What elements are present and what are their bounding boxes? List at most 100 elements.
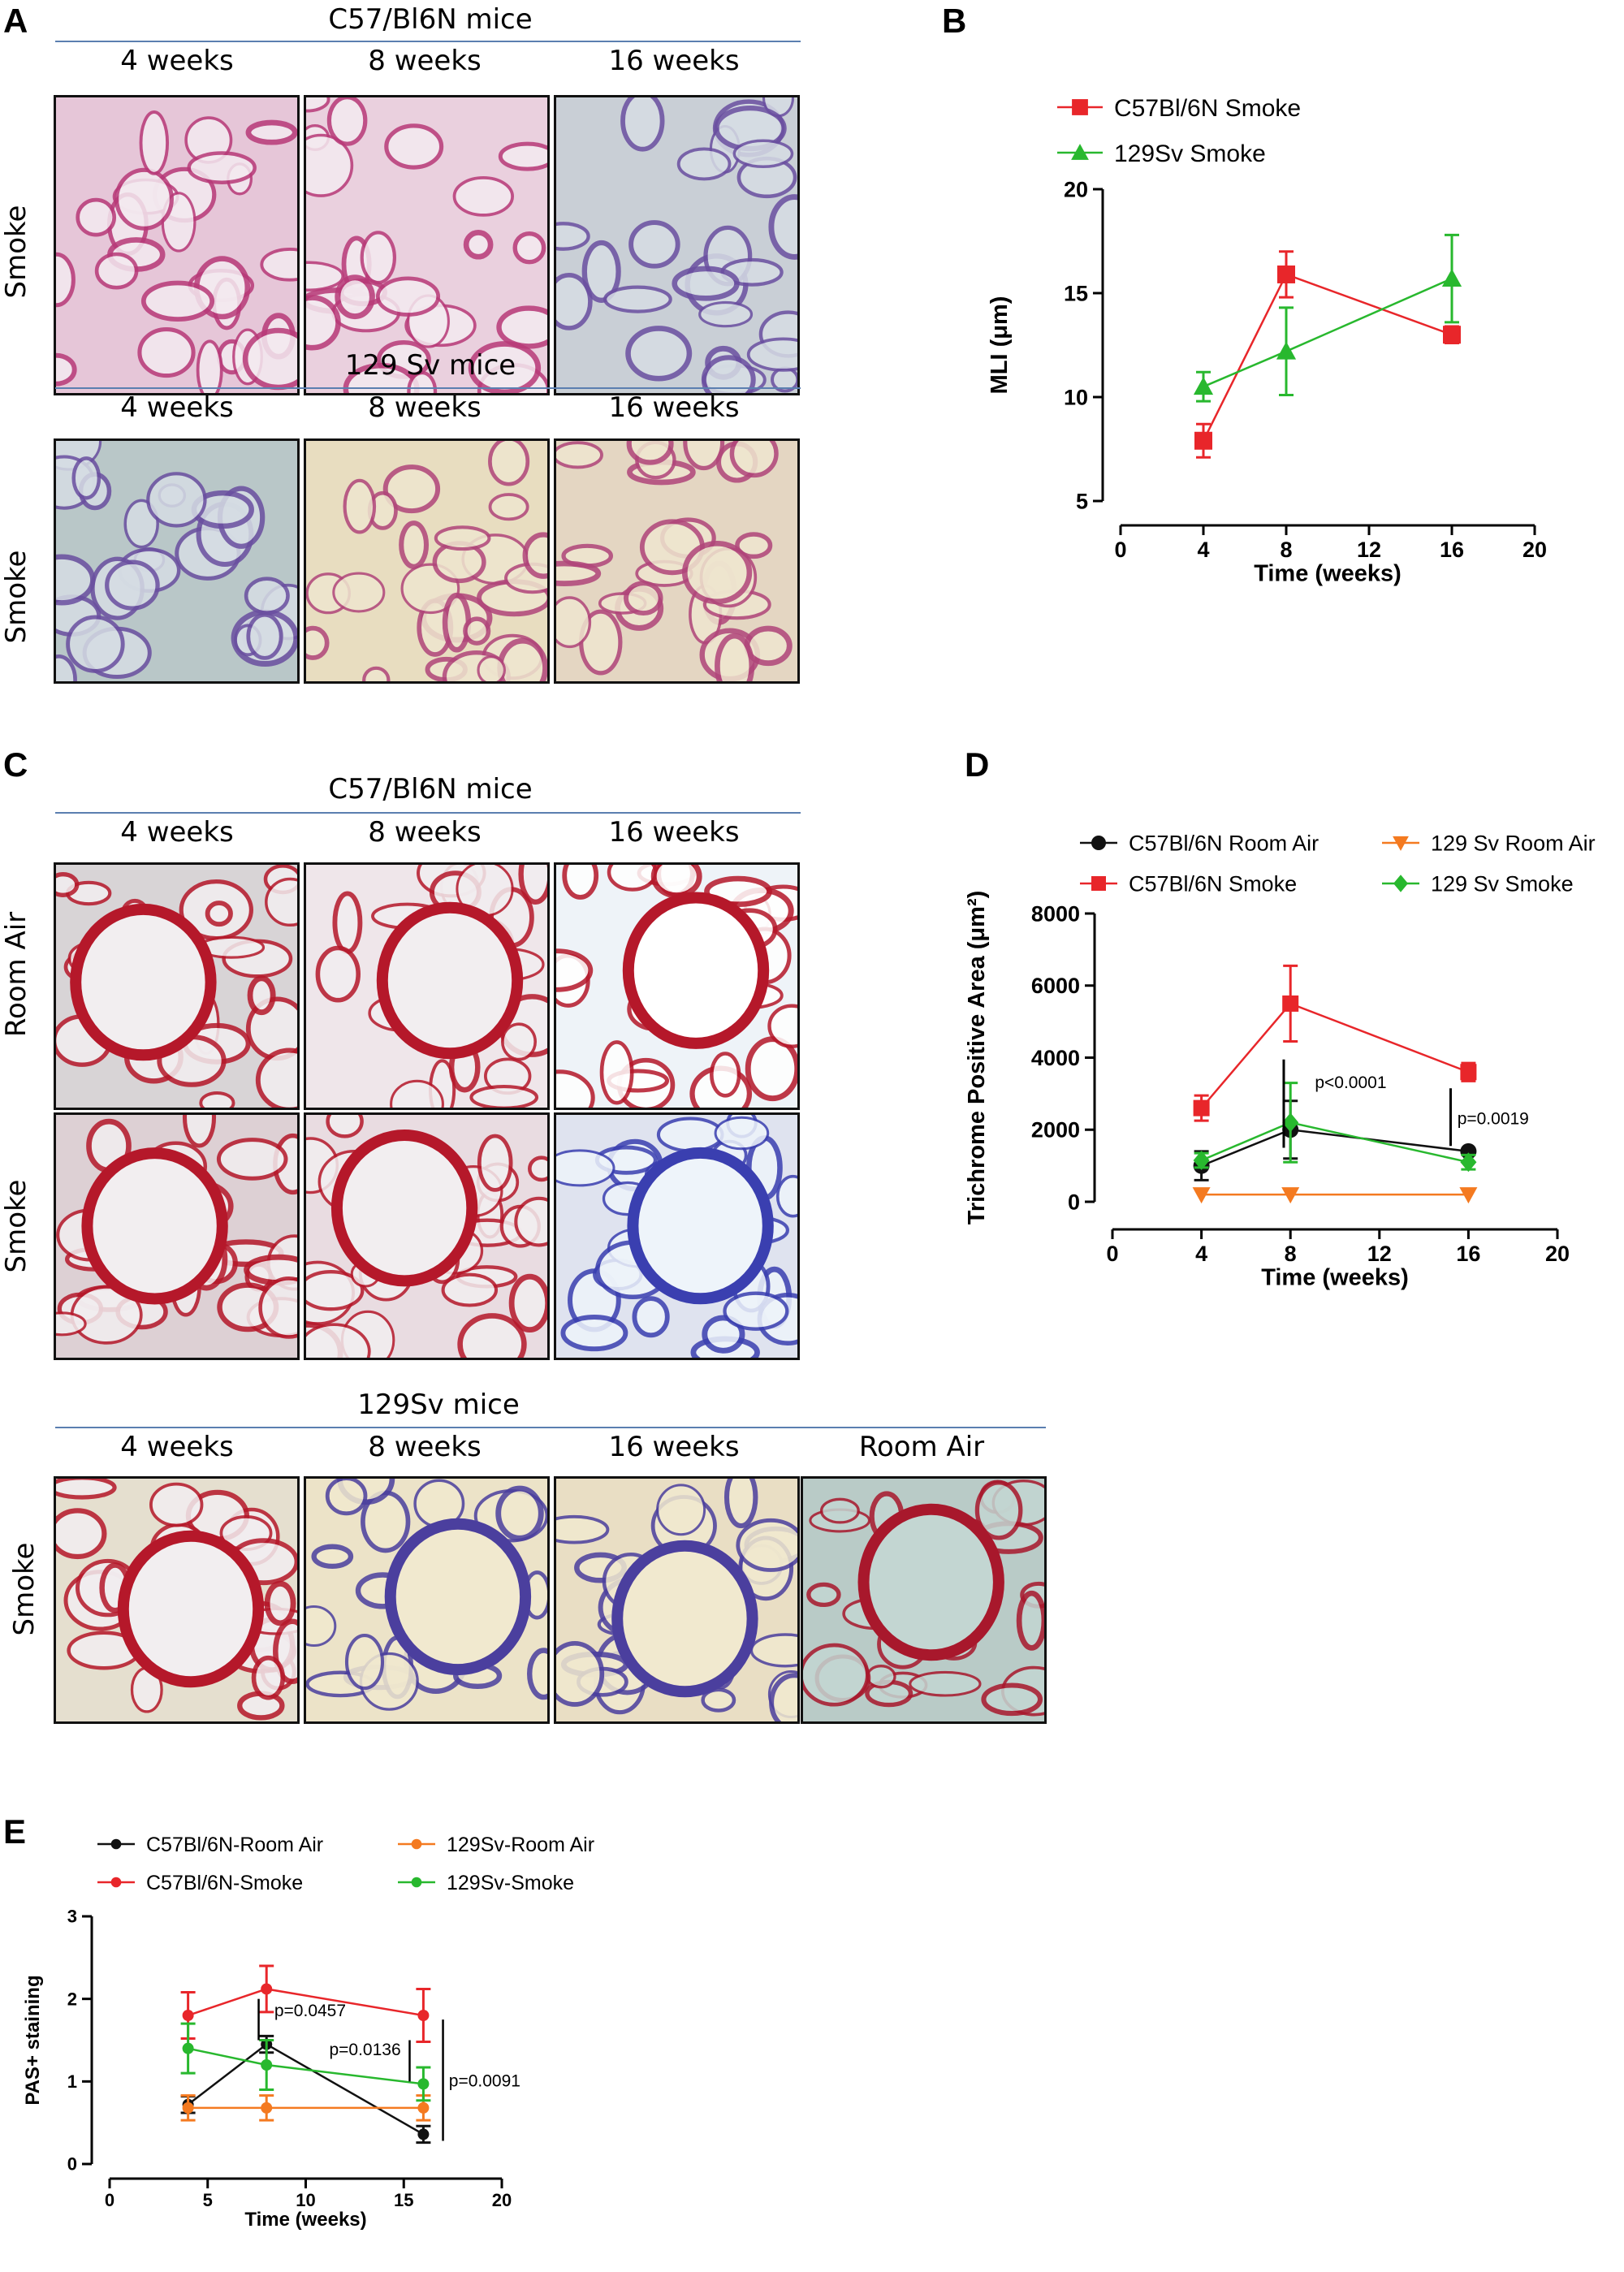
legend-marker — [1091, 876, 1106, 891]
data-point — [1459, 1187, 1478, 1204]
panel-c-group2-rule — [55, 1427, 1046, 1428]
p-value-annotation: p<0.0001 — [1315, 1073, 1386, 1092]
data-point — [182, 2010, 194, 2021]
legend-label: 129 Sv Smoke — [1431, 872, 1574, 896]
data-point — [417, 2128, 430, 2140]
data-point — [182, 2101, 194, 2114]
panel-c-g2-room-air: Room Air — [858, 1431, 985, 1463]
y-tick-label: 3 — [67, 1907, 77, 1927]
legend-marker — [1091, 836, 1106, 850]
micrograph-a-c57-8w — [304, 95, 550, 395]
micrograph-c-129-8w — [304, 1476, 550, 1724]
panel-c-g2-week-3: 16 weeks — [608, 1431, 740, 1463]
legend-entry: 129 Sv Smoke — [1382, 872, 1574, 896]
micrograph-a-c57-4w — [54, 95, 300, 395]
legend-label: 129Sv-Room Air — [447, 1834, 594, 1856]
micrograph-c-129-4w — [54, 1476, 300, 1724]
panel-a-group1-title: C57/Bl6N mice — [328, 3, 533, 36]
panel-c-g2-week-1: 4 weeks — [120, 1431, 234, 1463]
data-point — [1282, 1112, 1299, 1133]
x-tick-label: 4 — [1197, 538, 1209, 562]
y-tick-label: 0 — [67, 2154, 77, 2175]
data-point — [1281, 1187, 1300, 1204]
series-0 — [1193, 1099, 1477, 1181]
panel-a-g2-week-1: 4 weeks — [120, 391, 234, 424]
y-tick-label: 10 — [1064, 385, 1088, 409]
y-tick-label: 5 — [1076, 489, 1088, 513]
x-tick-label: 20 — [492, 2190, 512, 2210]
data-point — [1460, 1064, 1477, 1081]
legend-marker — [110, 1877, 122, 1888]
legend-label: 129 Sv Room Air — [1431, 831, 1596, 856]
panel-a-g1-week-2: 8 weeks — [368, 45, 482, 77]
chart-e-pas: 0 5 10 15 20 0 1 2 3 Time (weeks) PAS+ staining C57… — [22, 1834, 594, 2231]
data-point — [1192, 1187, 1211, 1204]
legend-label: C57Bl/6N-Room Air — [146, 1834, 323, 1856]
legend-entry: C57Bl/6N Smoke — [1057, 95, 1301, 122]
micrograph-a-129-8w — [304, 438, 550, 684]
x-tick-label: 10 — [296, 2190, 315, 2210]
y-tick-label: 6000 — [1031, 974, 1080, 998]
micrograph-c-c57-air-8w — [304, 862, 550, 1110]
series-0 — [1194, 250, 1461, 459]
panel-a-g2-row-label: Smoke — [0, 550, 32, 644]
data-point — [1460, 1152, 1477, 1173]
series-1 — [1193, 964, 1477, 1122]
panel-label-a: A — [3, 2, 28, 40]
legend-entry: 129 Sv Room Air — [1382, 831, 1596, 856]
x-tick-label: 16 — [1456, 1242, 1480, 1266]
data-point — [1276, 341, 1297, 360]
panel-a-g2-week-2: 8 weeks — [368, 391, 482, 424]
panel-c-group2-title: 129Sv mice — [357, 1389, 520, 1421]
data-point — [417, 2078, 430, 2090]
legend-entry: C57Bl/6N Room Air — [1080, 831, 1319, 856]
chart-b-mli: 0 4 8 12 16 20 5 10 15 20 Time (weeks) MLI (μm) C57B… — [987, 95, 1547, 587]
legend-marker — [411, 1838, 422, 1850]
legend-entry: C57Bl/6N-Room Air — [97, 1834, 323, 1856]
legend-marker — [411, 1877, 422, 1888]
panel-c-group1-title: C57/Bl6N mice — [328, 773, 533, 806]
panel-label-e: E — [3, 1812, 27, 1851]
y-axis-title: Trichrome Positive Area (μm²) — [964, 891, 990, 1225]
data-point — [417, 2101, 430, 2114]
series-line — [1200, 1002, 1469, 1109]
series-1 — [1193, 233, 1462, 403]
series-3 — [180, 2022, 431, 2102]
x-tick-label: 4 — [1195, 1242, 1207, 1266]
series-line — [1203, 277, 1453, 388]
legend-marker — [1072, 99, 1088, 115]
legend-entry: C57Bl/6N Smoke — [1080, 872, 1297, 896]
x-axis-title: Time (weeks) — [1254, 561, 1402, 587]
legend-label: C57Bl/6N Smoke — [1129, 872, 1297, 896]
micrograph-c-c57-air-16w — [554, 862, 800, 1110]
legend-label: C57Bl/6N-Smoke — [146, 1872, 303, 1894]
y-axis-title: MLI (μm) — [987, 296, 1013, 395]
micrograph-c-c57-smoke-8w — [304, 1112, 550, 1360]
micrograph-c-129-16w — [554, 1476, 800, 1724]
panel-a-g1-row-label: Smoke — [0, 205, 32, 299]
panel-label-b: B — [942, 2, 967, 40]
micrograph-c-c57-smoke-4w — [54, 1112, 300, 1360]
y-tick-label: 1 — [67, 2071, 77, 2092]
series-line — [1201, 1128, 1469, 1167]
legend-entry: 129Sv-Room Air — [398, 1834, 594, 1856]
y-axis-title: PAS+ staining — [22, 1975, 44, 2105]
panel-c-g2-week-2: 8 weeks — [368, 1431, 482, 1463]
micrograph-c-c57-air-4w — [54, 862, 300, 1110]
micrograph-a-129-4w — [54, 438, 300, 684]
legend-marker — [1393, 875, 1408, 892]
y-tick-label: 0 — [1068, 1190, 1080, 1214]
legend-label: 129Sv Smoke — [1114, 140, 1266, 167]
panel-c-row-label-room-air: Room Air — [0, 911, 32, 1038]
data-point — [261, 2059, 273, 2071]
data-point — [1193, 377, 1214, 395]
series-2 — [1192, 1187, 1478, 1204]
legend-marker — [1393, 836, 1409, 851]
y-tick-label: 8000 — [1031, 901, 1080, 926]
panel-a-group1-rule — [55, 41, 801, 42]
panel-a-group2-title: 129 Sv mice — [344, 349, 516, 382]
panel-label-c: C — [3, 745, 28, 784]
series-2 — [180, 2094, 431, 2122]
data-point — [1282, 995, 1299, 1012]
p-value-annotation: p=0.0019 — [1458, 1110, 1529, 1129]
